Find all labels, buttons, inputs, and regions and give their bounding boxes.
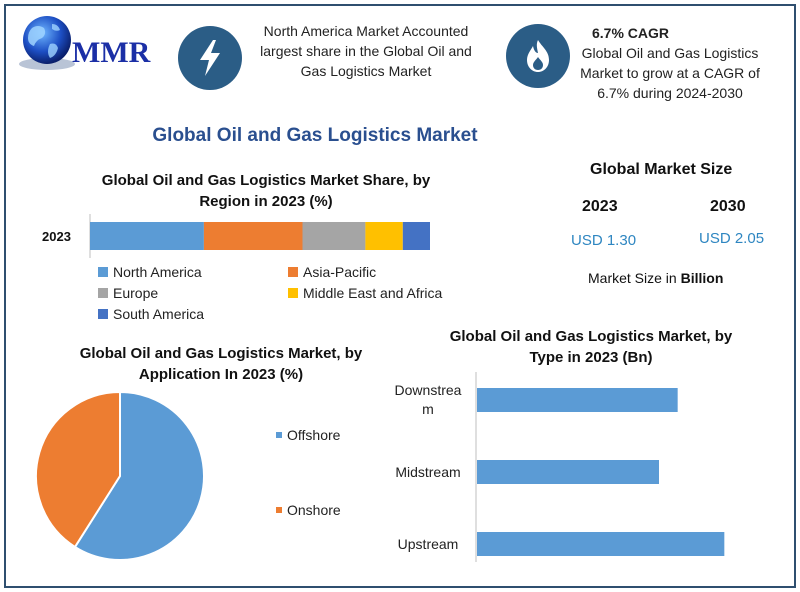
type-category-label: Downstrea m (395, 382, 462, 417)
application-chart-title: Global Oil and Gas Logistics Market, by … (79, 345, 363, 383)
market-size-title: Global Market Size (590, 161, 733, 178)
legend-swatch (288, 288, 298, 298)
market-size-note-prefix: Market Size in (588, 270, 681, 286)
region-bar-segment-europe (302, 222, 366, 250)
market-size-note: Market Size in Billion (588, 270, 723, 286)
legend-swatch (98, 267, 108, 277)
legend-label: South America (113, 306, 205, 322)
legend-swatch (288, 267, 298, 277)
region-category-label: 2023 (42, 229, 71, 244)
type-bar-downstream (477, 388, 678, 412)
legend-swatch (276, 507, 282, 513)
legend-label: Europe (113, 285, 159, 301)
legend-swatch (98, 288, 108, 298)
globe-logo-icon (19, 16, 75, 70)
legend-offshore: Offshore (276, 427, 340, 443)
region-bar-segment-south-america (402, 222, 430, 250)
legend-north-america: North America (98, 264, 202, 280)
legend-onshore: Onshore (276, 502, 341, 518)
region-chart-title: Global Oil and Gas Logistics Market Shar… (101, 172, 431, 210)
market-size-note-unit: Billion (680, 270, 724, 286)
type-bar-upstream (477, 532, 725, 556)
type-bar-chart: Downstrea m Midstream Upstream (395, 372, 725, 562)
market-size-value-2023: USD 1.30 (571, 232, 637, 249)
header-cagr-block: 6.7% CAGR Global Oil and Gas Logistics M… (572, 23, 768, 103)
infographic-frame (4, 4, 796, 588)
region-bar-segment-north-america (90, 222, 204, 250)
legend-label: Onshore (287, 502, 341, 518)
type-category-label: Midstream (395, 464, 460, 480)
type-chart-title: Global Oil and Gas Logistics Market, by … (449, 328, 733, 366)
pie-slice-onshore (35, 390, 121, 549)
market-size-value-2030: USD 2.05 (699, 230, 765, 247)
logo-text: MMR (72, 36, 151, 69)
legend-europe: Europe (98, 285, 158, 301)
application-pie-chart (35, 390, 205, 561)
cagr-text: Global Oil and Gas Logistics Market to g… (580, 45, 760, 101)
page-title: Global Oil and Gas Logistics Market (152, 125, 478, 146)
legend-label: Middle East and Africa (303, 285, 443, 301)
market-size-year-2030: 2030 (710, 198, 746, 215)
legend-label: Offshore (287, 427, 341, 443)
pie-slice-offshore (73, 390, 205, 561)
legend-label: Asia-Pacific (303, 264, 377, 280)
type-category-label: Upstream (398, 536, 459, 552)
legend-label: North America (113, 264, 202, 280)
cagr-title: 6.7% CAGR (592, 25, 670, 41)
region-bar-segment-middle-east-and-africa (365, 222, 403, 250)
legend-middle-east-africa: Middle East and Africa (288, 285, 442, 301)
legend-swatch (98, 309, 108, 319)
header-share-text: North America Market Accounted largest s… (260, 23, 472, 79)
legend-swatch (276, 432, 282, 438)
legend-asia-pacific: Asia-Pacific (288, 264, 376, 280)
flame-icon (506, 24, 570, 88)
region-stacked-bar-chart: 2023 (42, 214, 430, 258)
legend-south-america: South America (98, 306, 204, 322)
type-bar-midstream (477, 460, 659, 484)
market-size-year-2023: 2023 (582, 198, 618, 215)
region-bar-segment-asia-pacific (203, 222, 303, 250)
lightning-icon (178, 26, 242, 90)
